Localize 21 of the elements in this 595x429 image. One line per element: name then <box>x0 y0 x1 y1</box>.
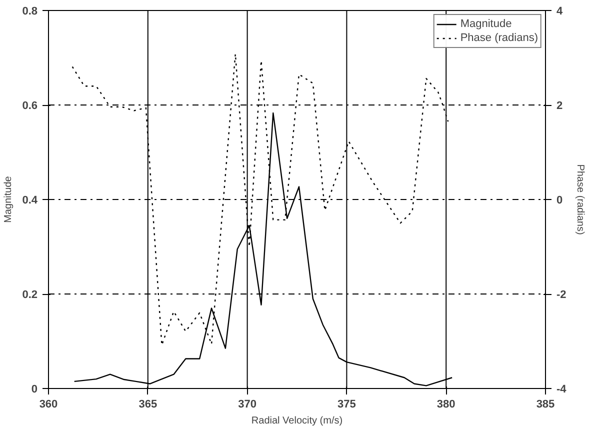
y2-tick-label: 2 <box>556 100 563 112</box>
legend-label: Magnitude <box>460 17 512 31</box>
y-tick-label: 0.2 <box>22 289 38 301</box>
x-tick-label: 380 <box>436 398 456 410</box>
x-tick-label: 385 <box>536 398 555 410</box>
legend-label: Phase (radians) <box>460 31 538 45</box>
y-axis-title: Magnitude <box>3 176 14 223</box>
y2-tick-label: -4 <box>556 384 568 396</box>
x-tick-label: 375 <box>338 398 356 410</box>
y-tick-label: 0.8 <box>22 6 38 18</box>
x-tick-label: 370 <box>238 398 256 410</box>
y2-tick-label: -2 <box>556 289 566 301</box>
y-tick-label: 0.4 <box>22 194 38 206</box>
y-tick-label: 0 <box>31 384 38 396</box>
x-tick-label: 365 <box>138 398 158 410</box>
x-tick-label: 360 <box>39 398 58 410</box>
x-axis-title: Radial Velocity (m/s) <box>251 416 343 426</box>
y2-tick-label: 0 <box>556 194 563 206</box>
y2-axis-title: Phase (radians) <box>574 164 586 235</box>
y-tick-label: 0.6 <box>22 100 38 112</box>
y2-tick-label: 4 <box>556 6 564 18</box>
